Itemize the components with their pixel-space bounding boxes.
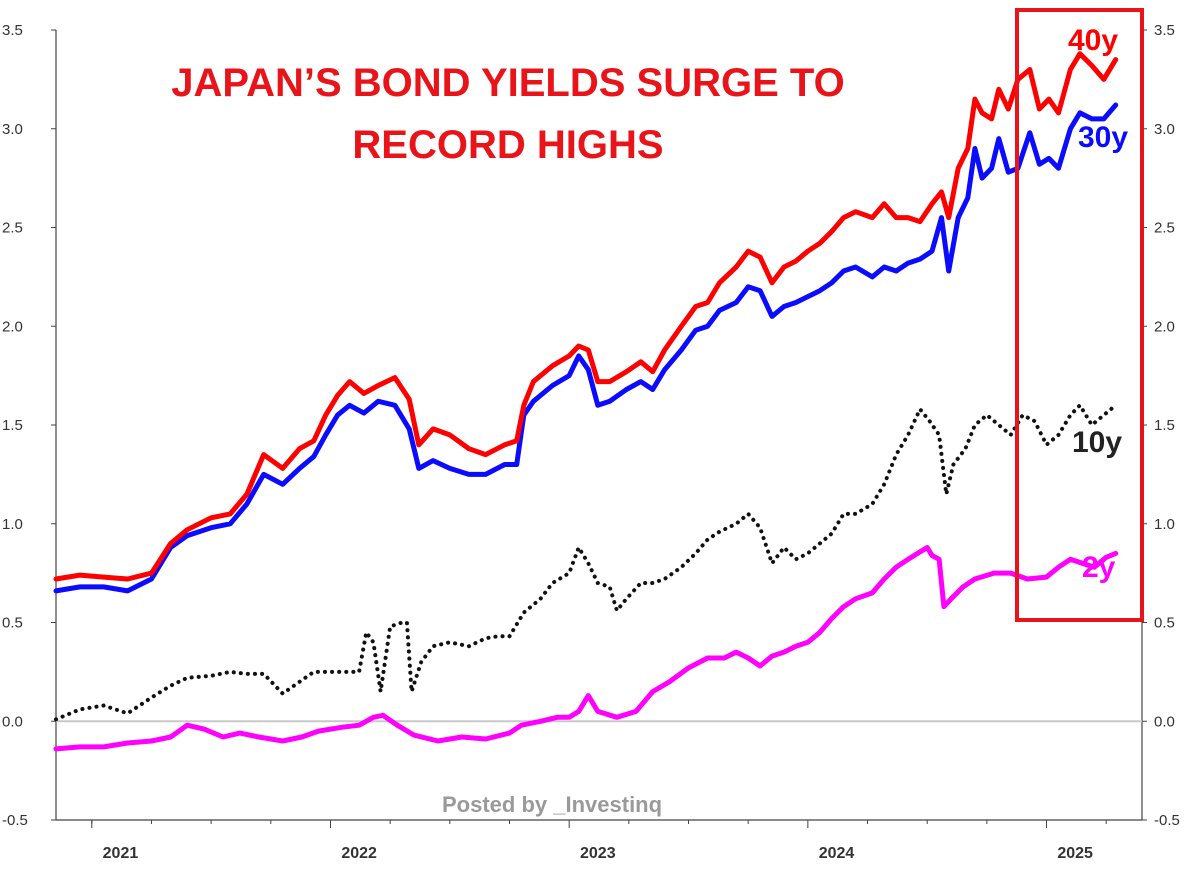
series-line-2y [53, 545, 1119, 752]
y-tick-label-right: 0.5 [1154, 615, 1175, 632]
series-labels: 40y 30y 10y 2y [1068, 24, 1128, 584]
y-tick-label-right: 3.5 [1154, 22, 1175, 39]
y-axis-left: 3.5 3.0 2.5 2.0 1.5 1.0 0.5 0.0 -0.5 [2, 22, 56, 829]
x-tick-label-2022: 2022 [341, 845, 377, 862]
y-tick-label-right: 1.5 [1154, 417, 1175, 434]
y-tick-label-right: 3.0 [1154, 121, 1175, 138]
x-tick-label-2025: 2025 [1057, 845, 1093, 862]
series-label-10y: 10y [1072, 426, 1122, 459]
y-tick-label-left: 0.0 [2, 713, 23, 730]
series-line-30y [53, 102, 1119, 594]
chart-title-line-1: JAPAN’S BOND YIELDS SURGE TO [171, 61, 844, 105]
series-label-30y: 30y [1078, 121, 1128, 154]
y-axis-right: 3.5 3.0 2.5 2.0 1.5 1.0 0.5 0.0 -0.5 [1142, 22, 1180, 829]
series-line-40y [53, 51, 1119, 582]
y-tick-label-left: -0.5 [2, 812, 28, 829]
y-tick-label-right: 2.5 [1154, 220, 1175, 237]
x-axis: 2021 2022 2023 2024 2025 [91, 820, 1107, 862]
series-label-2y: 2y [1082, 551, 1116, 584]
y-tick-label-left: 1.0 [2, 516, 23, 533]
highlight-rectangle [1015, 8, 1144, 622]
y-tick-label-right: -0.5 [1154, 812, 1180, 829]
y-tick-label-left: 2.5 [2, 220, 23, 237]
y-tick-label-right: 1.0 [1154, 516, 1175, 533]
x-tick-label-2024: 2024 [819, 845, 855, 862]
series-layer [53, 51, 1119, 752]
series-line-10y [54, 403, 1118, 722]
x-tick-label-2023: 2023 [580, 845, 616, 862]
watermark-text: Posted by _Investinq [442, 792, 662, 817]
x-tick-label-2021: 2021 [103, 845, 139, 862]
y-tick-label-left: 1.5 [2, 417, 23, 434]
y-tick-label-left: 3.5 [2, 22, 23, 39]
y-tick-label-right: 2.0 [1154, 318, 1175, 335]
highlight-box [1015, 8, 1144, 622]
y-tick-label-left: 2.0 [2, 318, 23, 335]
series-label-40y: 40y [1068, 24, 1118, 57]
y-tick-label-left: 0.5 [2, 615, 23, 632]
y-tick-label-right: 0.0 [1154, 713, 1175, 730]
y-tick-label-left: 3.0 [2, 121, 23, 138]
chart-title-line-2: RECORD HIGHS [352, 123, 663, 167]
